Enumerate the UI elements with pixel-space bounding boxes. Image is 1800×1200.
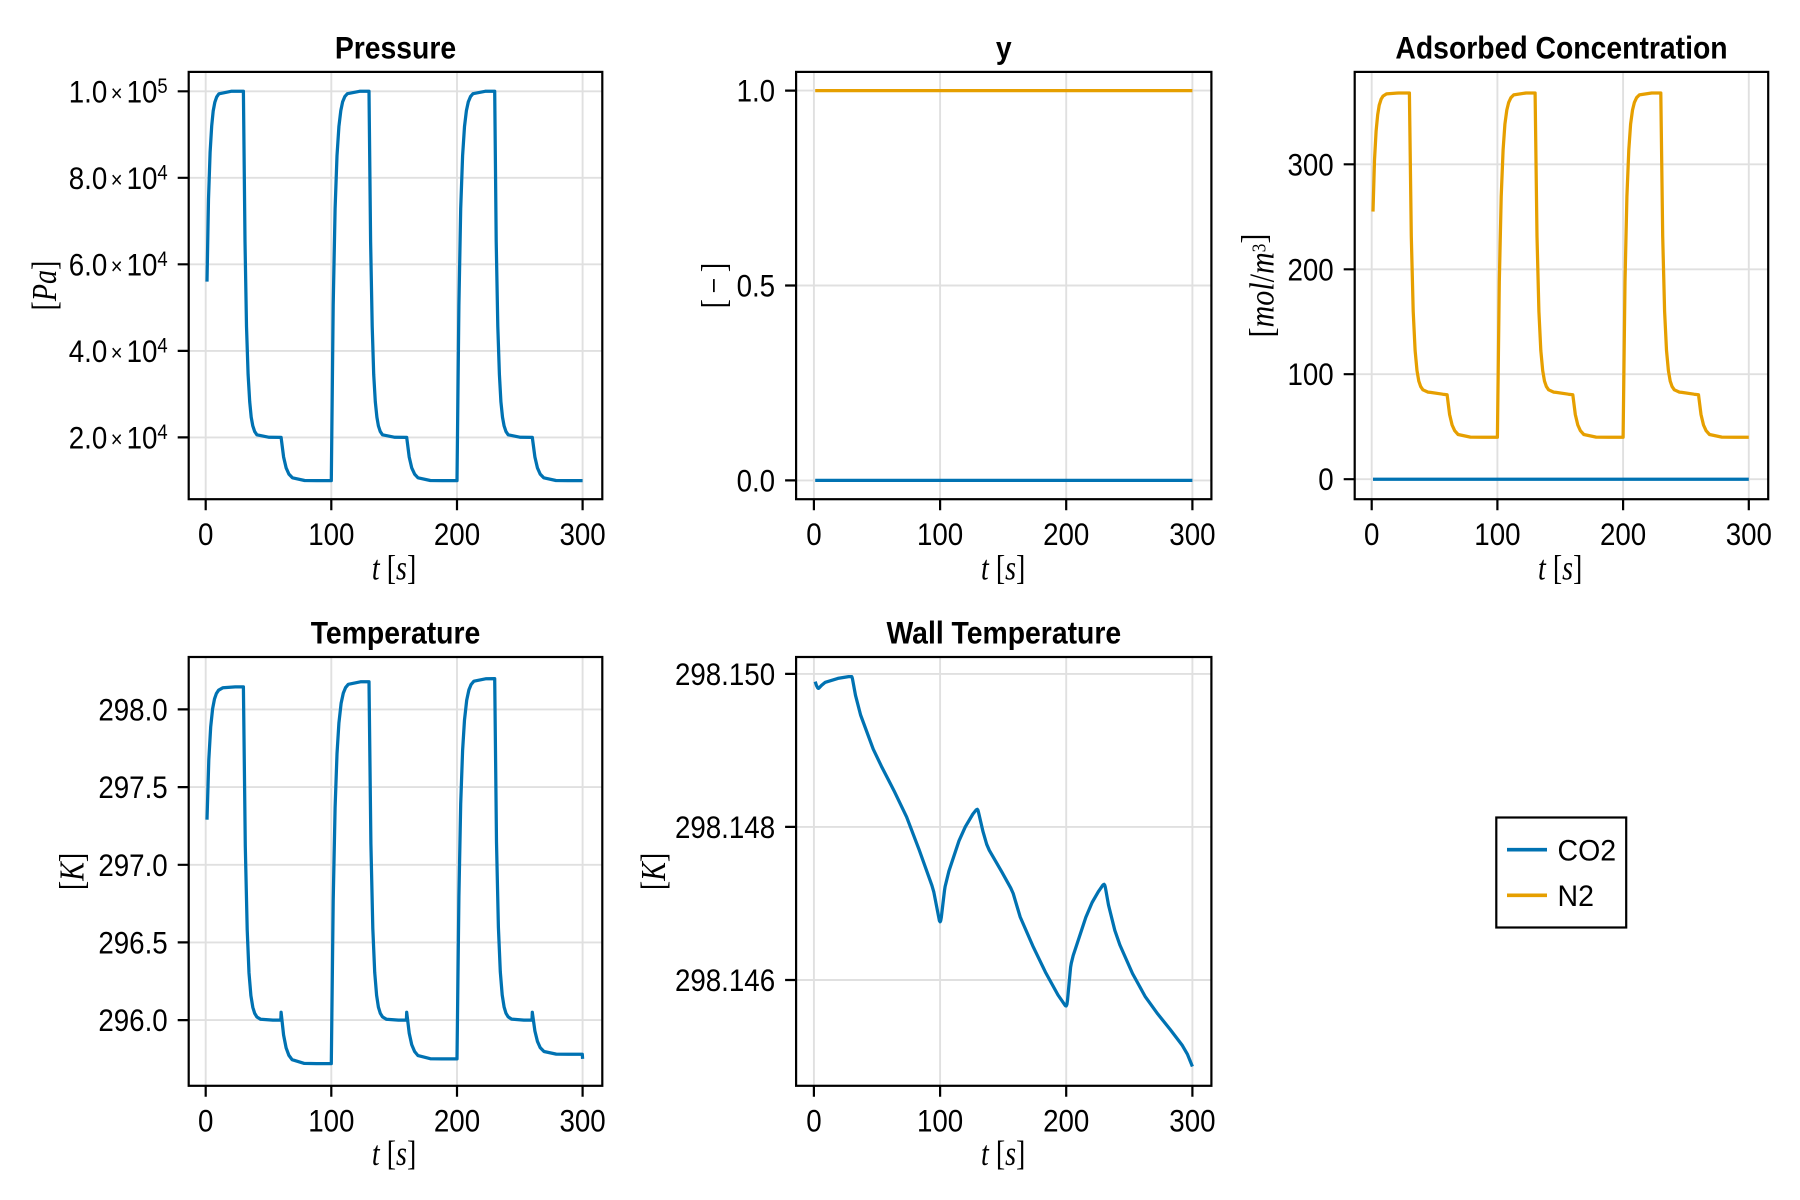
svg-text:300: 300 [1169,1104,1215,1139]
svg-text:200: 200 [1043,1104,1089,1139]
svg-text:300: 300 [1726,517,1772,552]
svg-text:t [s]: t [s] [981,549,1025,588]
svg-text:296.5: 296.5 [98,926,167,961]
svg-text:[Pa]: [Pa] [25,261,64,311]
svg-text:300: 300 [1287,148,1333,183]
svg-text:Adsorbed Concentration: Adsorbed Concentration [1395,31,1727,66]
svg-text:t [s]: t [s] [981,1134,1025,1173]
svg-text:CO2: CO2 [1558,835,1617,868]
svg-text:Wall Temperature: Wall Temperature [886,616,1121,651]
svg-text:200: 200 [1043,517,1089,552]
svg-text:y: y [996,31,1012,66]
svg-text:t [s]: t [s] [372,549,416,588]
svg-text:[K]: [K] [634,853,673,890]
svg-text:300: 300 [559,517,605,552]
svg-text:6.0×104: 6.0 × 104 [69,248,168,283]
svg-text:Temperature: Temperature [311,616,481,651]
svg-text:200: 200 [1287,253,1333,288]
svg-text:298.148: 298.148 [675,810,775,845]
svg-text:300: 300 [559,1104,605,1139]
svg-text:100: 100 [917,1104,963,1139]
svg-text:0.5: 0.5 [737,269,776,304]
svg-text:[ − ]: [ − ] [695,263,734,309]
svg-text:200: 200 [434,1104,480,1139]
svg-text:298.150: 298.150 [675,657,775,692]
svg-text:0.0: 0.0 [737,464,776,499]
svg-text:0: 0 [1318,463,1333,498]
svg-text:100: 100 [1474,517,1520,552]
svg-text:100: 100 [1287,358,1333,393]
svg-text:100: 100 [308,517,354,552]
svg-text:N2: N2 [1558,880,1594,913]
svg-text:100: 100 [917,517,963,552]
svg-text:0: 0 [198,1104,213,1139]
svg-text:296.0: 296.0 [98,1003,167,1038]
svg-text:0: 0 [806,1104,821,1139]
svg-text:200: 200 [1600,517,1646,552]
svg-text:[mol/m3]: [mol/m3] [1236,234,1283,338]
svg-text:t [s]: t [s] [1538,549,1582,588]
svg-text:300: 300 [1169,517,1215,552]
svg-text:2.0×104: 2.0 × 104 [69,421,168,456]
svg-text:0: 0 [1364,517,1379,552]
svg-text:1.0×105: 1.0 × 105 [69,75,168,110]
svg-text:t [s]: t [s] [372,1134,416,1173]
svg-text:0: 0 [806,517,821,552]
svg-text:4.0×104: 4.0 × 104 [69,334,168,369]
svg-text:0: 0 [198,517,213,552]
svg-text:8.0×104: 8.0 × 104 [69,161,168,196]
svg-text:200: 200 [434,517,480,552]
svg-text:100: 100 [308,1104,354,1139]
svg-text:297.5: 297.5 [98,770,167,805]
svg-text:1.0: 1.0 [737,74,776,109]
svg-text:297.0: 297.0 [98,848,167,883]
svg-text:Pressure: Pressure [335,31,456,66]
svg-text:298.146: 298.146 [675,963,775,998]
svg-text:[K]: [K] [53,853,92,890]
svg-text:298.0: 298.0 [98,693,167,728]
